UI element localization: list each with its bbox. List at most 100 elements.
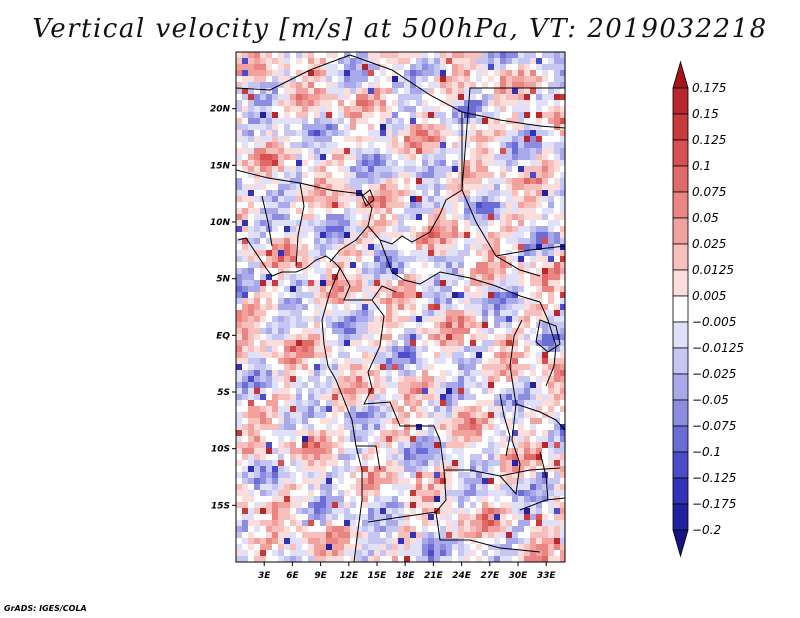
field-cell bbox=[440, 388, 446, 394]
field-cell bbox=[260, 256, 266, 262]
field-cell bbox=[554, 274, 560, 280]
field-cell bbox=[332, 346, 338, 352]
field-cell bbox=[464, 160, 470, 166]
field-cell bbox=[332, 544, 338, 550]
field-cell bbox=[308, 58, 314, 64]
field-cell bbox=[266, 94, 272, 100]
field-cell bbox=[494, 184, 500, 190]
field-cell bbox=[326, 256, 332, 262]
field-cell bbox=[332, 94, 338, 100]
field-cell bbox=[434, 286, 440, 292]
field-cell bbox=[356, 376, 362, 382]
field-cell bbox=[548, 88, 554, 94]
field-cell bbox=[386, 544, 392, 550]
field-cell bbox=[254, 508, 260, 514]
field-cell bbox=[260, 316, 266, 322]
field-cell bbox=[338, 514, 344, 520]
field-cell bbox=[248, 280, 254, 286]
field-cell bbox=[278, 382, 284, 388]
field-cell bbox=[554, 208, 560, 214]
field-cell bbox=[482, 484, 488, 490]
field-cell bbox=[416, 292, 422, 298]
field-cell bbox=[416, 142, 422, 148]
field-cell bbox=[422, 502, 428, 508]
field-cell bbox=[542, 544, 548, 550]
field-cell bbox=[494, 496, 500, 502]
field-cell bbox=[332, 268, 338, 274]
field-cell bbox=[308, 298, 314, 304]
field-cell bbox=[416, 178, 422, 184]
field-cell bbox=[560, 328, 565, 334]
field-cell bbox=[362, 478, 368, 484]
field-cell bbox=[410, 280, 416, 286]
field-cell bbox=[440, 238, 446, 244]
field-cell bbox=[308, 394, 314, 400]
field-cell bbox=[272, 238, 278, 244]
field-cell bbox=[542, 484, 548, 490]
field-cell bbox=[308, 364, 314, 370]
field-cell bbox=[362, 370, 368, 376]
field-cell bbox=[452, 94, 458, 100]
field-cell bbox=[524, 214, 530, 220]
field-cell bbox=[308, 544, 314, 550]
field-cell bbox=[386, 52, 392, 58]
field-cell bbox=[338, 232, 344, 238]
field-cell bbox=[506, 472, 512, 478]
field-cell bbox=[482, 556, 488, 562]
field-cell bbox=[488, 418, 494, 424]
field-cell bbox=[518, 316, 524, 322]
field-cell bbox=[356, 118, 362, 124]
field-cell bbox=[446, 130, 452, 136]
field-cell bbox=[308, 304, 314, 310]
field-cell bbox=[470, 526, 476, 532]
field-cell bbox=[386, 502, 392, 508]
field-cell bbox=[272, 484, 278, 490]
field-cell bbox=[476, 214, 482, 220]
field-cell bbox=[536, 238, 542, 244]
field-cell bbox=[458, 58, 464, 64]
field-cell bbox=[284, 400, 290, 406]
field-cell bbox=[482, 502, 488, 508]
field-cell bbox=[482, 292, 488, 298]
field-cell bbox=[464, 340, 470, 346]
field-cell bbox=[260, 238, 266, 244]
field-cell bbox=[290, 238, 296, 244]
field-cell bbox=[470, 262, 476, 268]
field-cell bbox=[452, 226, 458, 232]
field-cell bbox=[506, 262, 512, 268]
field-cell bbox=[506, 328, 512, 334]
field-cell bbox=[488, 232, 494, 238]
field-cell bbox=[422, 154, 428, 160]
field-cell bbox=[386, 514, 392, 520]
field-cell bbox=[320, 388, 326, 394]
field-cell bbox=[392, 106, 398, 112]
field-cell bbox=[266, 280, 272, 286]
field-cell bbox=[470, 442, 476, 448]
field-cell bbox=[410, 154, 416, 160]
field-cell bbox=[518, 400, 524, 406]
field-cell bbox=[512, 166, 518, 172]
field-cell bbox=[248, 526, 254, 532]
field-cell bbox=[494, 484, 500, 490]
field-cell bbox=[380, 358, 386, 364]
field-cell bbox=[482, 448, 488, 454]
field-cell bbox=[446, 112, 452, 118]
field-cell bbox=[416, 334, 422, 340]
field-cell bbox=[536, 226, 542, 232]
field-cell bbox=[290, 370, 296, 376]
field-cell bbox=[560, 58, 565, 64]
field-cell bbox=[416, 412, 422, 418]
field-cell bbox=[350, 118, 356, 124]
field-cell bbox=[446, 58, 452, 64]
colorbar-label: 0.05 bbox=[692, 211, 719, 225]
field-cell bbox=[458, 274, 464, 280]
field-cell bbox=[524, 70, 530, 76]
field-cell bbox=[278, 532, 284, 538]
field-cell bbox=[272, 436, 278, 442]
field-cell bbox=[254, 52, 260, 58]
field-cell bbox=[242, 406, 248, 412]
grads-credit: GrADS: IGES/COLA bbox=[4, 604, 87, 613]
field-cell bbox=[470, 328, 476, 334]
field-cell bbox=[326, 478, 332, 484]
field-cell bbox=[254, 148, 260, 154]
